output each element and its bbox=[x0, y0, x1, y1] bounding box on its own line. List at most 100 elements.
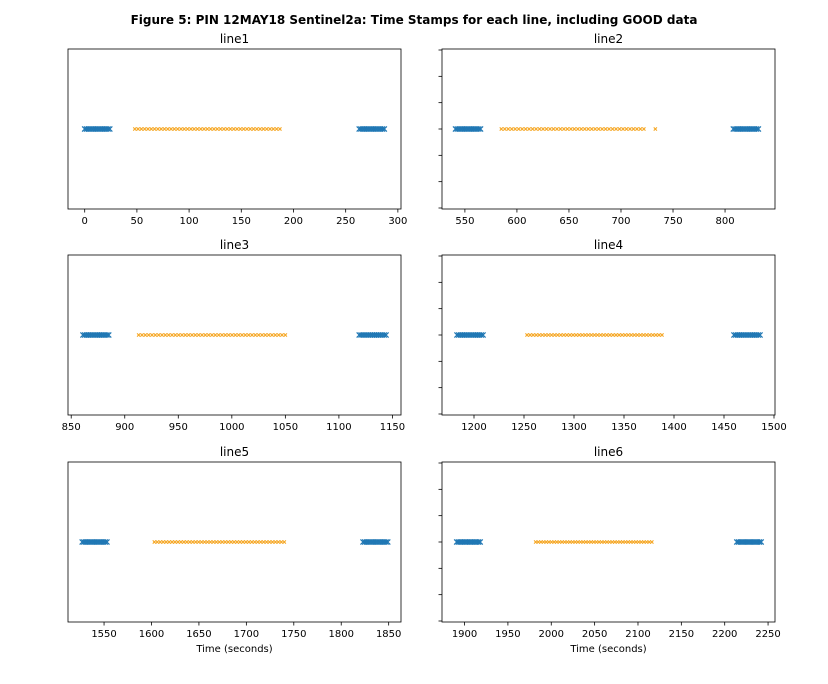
data-point-other bbox=[279, 540, 284, 544]
data-point-other bbox=[596, 127, 601, 131]
series-good bbox=[452, 125, 762, 133]
x-tick-label: 300 bbox=[388, 216, 407, 227]
data-point-other bbox=[169, 127, 174, 131]
x-tick-label: 1650 bbox=[186, 629, 211, 640]
data-point-other bbox=[649, 540, 654, 544]
subplot-title: line3 bbox=[220, 238, 249, 252]
data-point-other bbox=[548, 127, 552, 131]
data-point-other bbox=[631, 127, 636, 131]
data-point-other bbox=[610, 333, 615, 337]
subplot-title: line4 bbox=[594, 238, 623, 252]
data-point-other bbox=[217, 540, 222, 544]
subplot-line2: line2 550 600 650 700 750 800 bbox=[438, 32, 776, 227]
data-point-good bbox=[382, 538, 389, 546]
series-other bbox=[499, 127, 658, 131]
data-point-other bbox=[600, 127, 605, 131]
data-point-other bbox=[161, 540, 166, 544]
data-point-other bbox=[221, 127, 226, 131]
data-point-other bbox=[621, 127, 626, 131]
data-point-good bbox=[475, 125, 482, 133]
x-tick-label: 1300 bbox=[561, 422, 586, 433]
series-good bbox=[453, 331, 764, 339]
x-tick-label: 1500 bbox=[761, 422, 786, 433]
data-point-other bbox=[574, 333, 579, 337]
data-point-other bbox=[540, 333, 545, 337]
data-point-other bbox=[572, 127, 577, 131]
data-point-other bbox=[513, 127, 518, 131]
data-point-other bbox=[210, 333, 215, 337]
data-point-other bbox=[208, 540, 213, 544]
data-point-other bbox=[244, 127, 249, 131]
x-tick-label: 800 bbox=[716, 216, 735, 227]
data-point-other bbox=[152, 540, 157, 544]
data-point-good bbox=[104, 125, 111, 133]
x-tick-label: 1150 bbox=[380, 422, 405, 433]
data-point-other bbox=[627, 127, 632, 131]
data-point-other bbox=[235, 540, 240, 544]
data-point-good bbox=[477, 125, 484, 133]
data-point-other bbox=[620, 333, 625, 337]
data-point-other bbox=[626, 333, 631, 337]
data-point-other bbox=[193, 540, 198, 544]
subplot-line5: line5 1550 1600 1650 1700 1750 1800 1850 Time (s… bbox=[67, 445, 402, 655]
data-point-other bbox=[170, 333, 174, 337]
data-point-other bbox=[163, 333, 168, 337]
data-point-other bbox=[601, 333, 606, 337]
data-point-other bbox=[236, 333, 241, 337]
data-point-other bbox=[264, 127, 269, 131]
x-tick-label: 850 bbox=[62, 422, 81, 433]
data-point-other bbox=[534, 127, 539, 131]
data-point-other bbox=[166, 333, 171, 337]
data-point-other bbox=[183, 333, 188, 337]
data-point-other bbox=[603, 127, 608, 131]
series-other bbox=[525, 333, 664, 337]
data-point-other bbox=[220, 333, 225, 337]
data-point-other bbox=[193, 333, 198, 337]
x-tick-label: 950 bbox=[169, 422, 188, 433]
data-point-other bbox=[530, 127, 535, 131]
data-point-other bbox=[203, 333, 208, 337]
data-point-other bbox=[520, 127, 525, 131]
data-point-other bbox=[276, 540, 281, 544]
data-point-good bbox=[475, 538, 482, 546]
data-point-good bbox=[756, 331, 764, 339]
figure-title: Figure 5: PIN 12MAY18 Sentinel2a: Time S… bbox=[131, 13, 698, 27]
data-point-other bbox=[592, 333, 597, 337]
data-point-other bbox=[200, 333, 205, 337]
data-point-other bbox=[261, 540, 266, 544]
x-tick-label: 750 bbox=[663, 216, 682, 227]
series-good bbox=[453, 538, 765, 546]
x-axis-label: Time (seconds) bbox=[569, 644, 646, 655]
data-point-good bbox=[753, 125, 760, 133]
data-point-other bbox=[184, 540, 189, 544]
data-point-other bbox=[582, 127, 587, 131]
data-point-other bbox=[549, 333, 554, 337]
series-good bbox=[79, 538, 391, 546]
x-tick-label: 1350 bbox=[611, 422, 636, 433]
subplot-line1: line1 0 50 100 150 200 250 300 bbox=[67, 32, 407, 227]
data-point-other bbox=[552, 333, 557, 337]
data-point-other bbox=[613, 333, 618, 337]
data-point-other bbox=[564, 333, 569, 337]
data-point-other bbox=[220, 540, 225, 544]
data-point-other bbox=[159, 127, 164, 131]
data-point-other bbox=[156, 333, 161, 337]
data-point-other bbox=[238, 540, 242, 544]
data-point-other bbox=[136, 333, 141, 337]
data-point-good bbox=[758, 538, 765, 546]
data-point-other bbox=[258, 540, 263, 544]
data-point-other bbox=[142, 127, 147, 131]
series-other bbox=[132, 127, 282, 131]
data-point-other bbox=[277, 127, 282, 131]
x-tick-label: 1800 bbox=[329, 629, 354, 640]
x-tick-label: 1050 bbox=[273, 422, 298, 433]
data-point-other bbox=[650, 333, 655, 337]
data-point-other bbox=[216, 333, 221, 337]
x-tick-label: 1100 bbox=[326, 422, 351, 433]
data-point-other bbox=[253, 333, 258, 337]
data-point-other bbox=[561, 333, 566, 337]
data-point-other bbox=[589, 333, 594, 337]
axes-frame bbox=[67, 461, 402, 623]
series-good bbox=[81, 125, 388, 133]
data-point-other bbox=[252, 540, 257, 544]
